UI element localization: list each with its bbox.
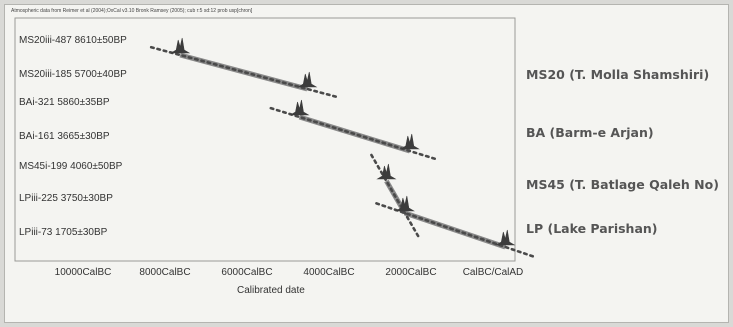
sequence-dots-3: [370, 153, 422, 241]
x-tick-label-3: 6000CalBC: [221, 267, 272, 278]
chart-caption: Atmospheric data from Reimer et al (2004…: [11, 8, 253, 14]
sample-label-5: MS45i-199 4060±50BP: [19, 161, 123, 172]
group-label-ms45: MS45 (T. Batlage Qaleh No): [526, 177, 719, 192]
sample-label-7: LPiii-73 1705±30BP: [19, 227, 108, 238]
sequence-dots-1: [149, 45, 338, 99]
probability-peak-1: [170, 37, 191, 54]
probability-peak-5: [376, 163, 397, 180]
sample-label-3: BAi-321 5860±35BP: [19, 97, 110, 108]
probability-peak-3: [289, 99, 310, 116]
chart-frame: Atmospheric data from Reimer et al (2004…: [4, 4, 729, 323]
probability-peak-6: [394, 195, 415, 212]
sequence-dots-4: [375, 202, 536, 258]
x-tick-label-4: 4000CalBC: [303, 267, 354, 278]
x-tick-label-6: CalBC/CalAD: [463, 267, 524, 278]
plot-area: MS20iii-487 8610±50BP MS20iii-185 5700±40…: [14, 17, 536, 278]
probability-peak-4: [399, 133, 420, 150]
probability-peak-7: [495, 229, 516, 246]
sample-label-1: MS20iii-487 8610±50BP: [19, 35, 127, 46]
x-tick-label-2: 8000CalBC: [139, 267, 190, 278]
group-label-ba: BA (Barm-e Arjan): [526, 125, 654, 140]
sample-label-4: BAi-161 3665±30BP: [19, 131, 110, 142]
group-label-ms20: MS20 (T. Molla Shamshiri): [526, 67, 710, 82]
sequence-dots-2: [269, 106, 440, 162]
x-tick-label-5: 2000CalBC: [385, 267, 436, 278]
probability-peak-2: [297, 71, 318, 88]
sample-label-2: MS20iii-185 5700±40BP: [19, 69, 127, 80]
group-label-lp: LP (Lake Parishan): [526, 221, 658, 236]
sample-label-6: LPiii-225 3750±30BP: [19, 193, 113, 204]
x-tick-label-1: 10000CalBC: [55, 267, 112, 278]
plot-border: [14, 17, 516, 262]
x-axis-label: Calibrated date: [237, 285, 305, 296]
